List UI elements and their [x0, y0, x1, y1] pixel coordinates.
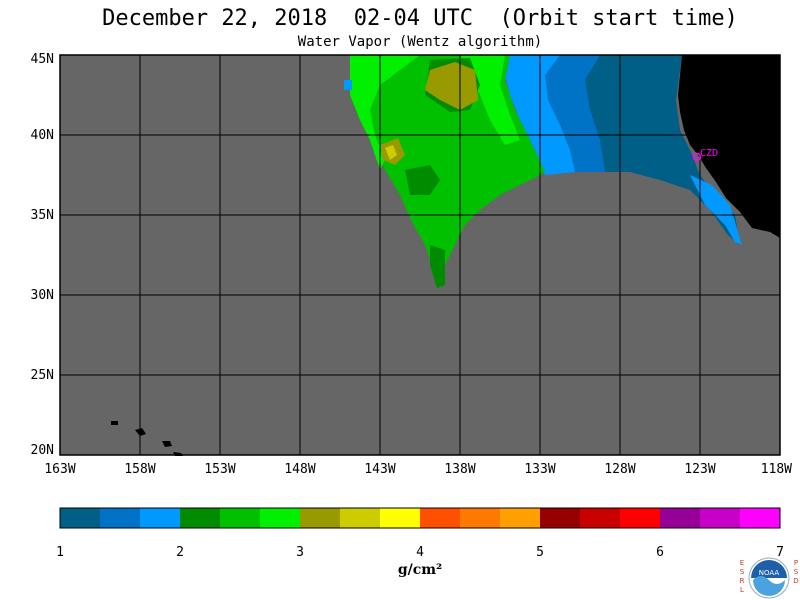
- lon-label-118w: 118W: [760, 462, 792, 477]
- colorbar-tick-5: 5: [536, 545, 544, 560]
- colorbar-tick-4: 4: [416, 545, 424, 560]
- lon-label-123w: 123W: [684, 462, 716, 477]
- colorbar-swatch: [100, 508, 141, 528]
- swath-dark-green-3: [430, 245, 445, 288]
- map-frame: [59, 54, 781, 456]
- swath-olive-1: [425, 62, 478, 110]
- colorbar-tick-3: 3: [296, 545, 304, 560]
- noaa-emblem-icon: NOAA: [748, 557, 790, 599]
- map-title: December 22, 2018 02-04 UTC (Orbit start…: [102, 6, 738, 31]
- lon-label-158w: 158W: [124, 462, 156, 477]
- colorbar-frame: [59, 507, 781, 529]
- colorbar-swatch: [420, 508, 461, 528]
- colorbar-swatch: [180, 508, 221, 528]
- colorbar-tick-2: 2: [176, 545, 184, 560]
- colorbar-swatch: [580, 508, 621, 528]
- station-marker-icon: [692, 152, 702, 162]
- swath-bright-green: [350, 55, 420, 170]
- graticule: [60, 55, 780, 455]
- swath-blue-fleck: [344, 80, 352, 90]
- station-label: CZD: [700, 148, 718, 159]
- swath-coast-blue: [690, 175, 742, 245]
- colorbar-swatch: [340, 508, 381, 528]
- lat-label-35n: 35N: [30, 208, 54, 223]
- map-subtitle: Water Vapor (Wentz algorithm): [297, 34, 543, 50]
- lat-label-20n: 20N: [30, 443, 54, 458]
- lon-label-133w: 133W: [524, 462, 556, 477]
- lat-label-45n: 45N: [30, 52, 54, 67]
- lon-label-143w: 143W: [364, 462, 396, 477]
- swath-dark-blue: [560, 55, 740, 245]
- colorbar-tick-6: 6: [656, 545, 664, 560]
- colorbar-swatch: [700, 508, 741, 528]
- lon-label-153w: 153W: [204, 462, 236, 477]
- colorbar-swatch: [260, 508, 301, 528]
- colorbar-swatch: [500, 508, 541, 528]
- swath-mid-blue: [530, 55, 605, 172]
- colorbar-swatch: [380, 508, 421, 528]
- swath-dark-green-1: [405, 165, 440, 195]
- colorbar-swatch: [660, 508, 701, 528]
- lat-label-30n: 30N: [30, 288, 54, 303]
- colorbar-swatch: [540, 508, 581, 528]
- swath-yellow: [385, 145, 397, 160]
- land-california: [678, 55, 780, 238]
- colorbar-swatch: [740, 508, 781, 528]
- lon-label-148w: 148W: [284, 462, 316, 477]
- colorbar-tick-1: 1: [56, 545, 64, 560]
- colorbar-units: g/cm²: [397, 562, 443, 578]
- lon-label-138w: 138W: [444, 462, 476, 477]
- colorbar-swatch: [220, 508, 261, 528]
- water-vapor-swath: [344, 55, 742, 288]
- colorbar-swatch: [60, 508, 101, 528]
- lon-label-163w: 163W: [44, 462, 76, 477]
- colorbar-tick-7: 7: [776, 545, 784, 560]
- colorbar-swatch: [460, 508, 501, 528]
- colorbar-swatch: [300, 508, 341, 528]
- colorbar-swatch: [620, 508, 661, 528]
- lat-label-40n: 40N: [30, 128, 54, 143]
- lat-label-25n: 25N: [30, 368, 54, 383]
- colorbar: [60, 508, 781, 528]
- svg-text:NOAA: NOAA: [759, 569, 780, 577]
- colorbar-swatch: [140, 508, 181, 528]
- lon-label-128w: 128W: [604, 462, 636, 477]
